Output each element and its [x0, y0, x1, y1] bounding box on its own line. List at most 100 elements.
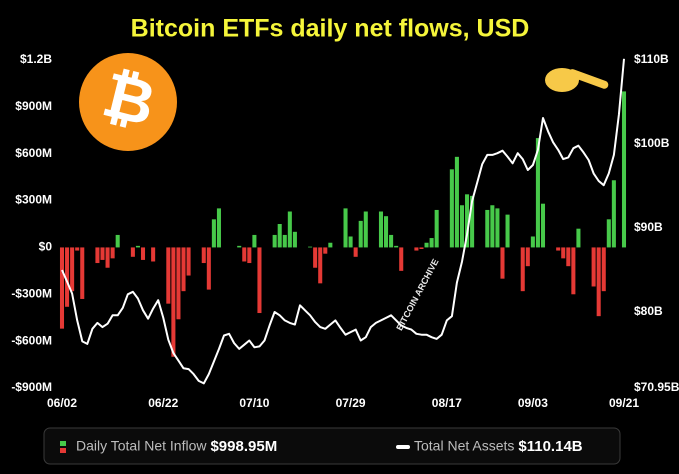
bar [328, 242, 333, 248]
legend-value: $110.14B [518, 438, 582, 455]
bar [459, 205, 465, 248]
bar [596, 247, 601, 317]
bar [606, 219, 611, 248]
bar [100, 247, 105, 260]
legend-swatch [60, 448, 66, 453]
bar [247, 247, 252, 264]
bar [151, 247, 156, 262]
bar [343, 208, 348, 248]
bar [115, 234, 120, 248]
bar [206, 247, 211, 290]
bar [70, 247, 75, 292]
bar [257, 247, 262, 314]
bar [59, 247, 65, 329]
bar [277, 224, 282, 248]
bar [495, 208, 500, 248]
bar [181, 247, 186, 292]
bar [449, 169, 454, 248]
bar [287, 211, 292, 248]
bar [419, 247, 424, 249]
bar [500, 247, 505, 279]
bar [576, 228, 581, 248]
bar [384, 216, 389, 248]
y-tick-label: -$900M [11, 380, 52, 394]
legend-item: Daily Total Net Inflow $998.95M [60, 438, 277, 455]
bar [166, 247, 171, 304]
y-tick-label: $300M [15, 193, 52, 207]
bar [535, 138, 540, 248]
bar [566, 247, 571, 267]
bar [140, 247, 146, 260]
bar [424, 242, 429, 248]
bar [505, 214, 510, 248]
x-tick-label: 08/17 [432, 396, 462, 410]
y-tick-label: -$300M [11, 286, 52, 300]
bar [434, 209, 439, 248]
bar [601, 247, 606, 292]
bar [211, 219, 216, 248]
bar [414, 247, 419, 251]
bar [216, 208, 221, 248]
bar [272, 234, 277, 248]
y-tick-label: $1.2B [20, 52, 52, 66]
bar [292, 231, 297, 248]
bar [282, 234, 287, 248]
bar [201, 247, 206, 264]
bar [242, 247, 247, 262]
legend-label: Total Net Assets [414, 438, 514, 454]
x-tick-label: 09/21 [609, 396, 639, 410]
x-tick-label: 06/02 [47, 396, 77, 410]
x-tick-label: 09/03 [518, 396, 548, 410]
bar [621, 91, 627, 248]
hand-finger [568, 69, 609, 89]
bar [611, 180, 616, 248]
line [61, 58, 625, 385]
legend-label: Daily Total Net Inflow [76, 438, 207, 454]
bar [470, 195, 475, 248]
bar [353, 247, 358, 257]
bar [556, 247, 561, 251]
bar [110, 247, 115, 259]
bar [105, 247, 110, 268]
legend-item: Total Net Assets $110.14B [396, 438, 583, 455]
bar [530, 236, 535, 248]
bar [313, 247, 318, 268]
bar [75, 247, 80, 251]
bitcoin-logo [79, 53, 177, 151]
x-tick-label: 07/10 [239, 396, 269, 410]
legend-value: $998.95M [210, 438, 277, 455]
y2-tick-label: $70.95B [634, 380, 679, 394]
bar [591, 247, 596, 287]
bar [95, 247, 100, 264]
legend-box [43, 427, 621, 465]
bar [171, 247, 176, 357]
bar [485, 209, 490, 248]
bar [318, 247, 323, 284]
bar [490, 205, 495, 248]
bar [429, 238, 434, 248]
bar [561, 247, 566, 259]
bar [186, 247, 191, 276]
y-tick-label: $900M [15, 99, 52, 113]
y2-tick-label: $110B [634, 52, 669, 66]
y-tick-label: $0 [39, 240, 53, 254]
pointing-hand [545, 68, 609, 92]
y2-tick-label: $90B [634, 220, 663, 234]
bar [252, 234, 257, 248]
bar [80, 247, 85, 299]
bar [176, 247, 181, 320]
bar [399, 247, 404, 271]
bar [135, 245, 140, 248]
x-tick-label: 07/29 [336, 396, 366, 410]
bar [308, 246, 313, 248]
y-tick-label: -$600M [11, 333, 52, 347]
bar [363, 211, 368, 248]
legend-swatch [60, 441, 66, 446]
bar [540, 203, 546, 248]
bar [378, 211, 383, 248]
chart-title: Bitcoin ETFs daily net flows, USD [131, 15, 530, 43]
bar [237, 245, 242, 248]
y2-tick-label: $100B [634, 136, 670, 150]
bar [358, 220, 363, 248]
